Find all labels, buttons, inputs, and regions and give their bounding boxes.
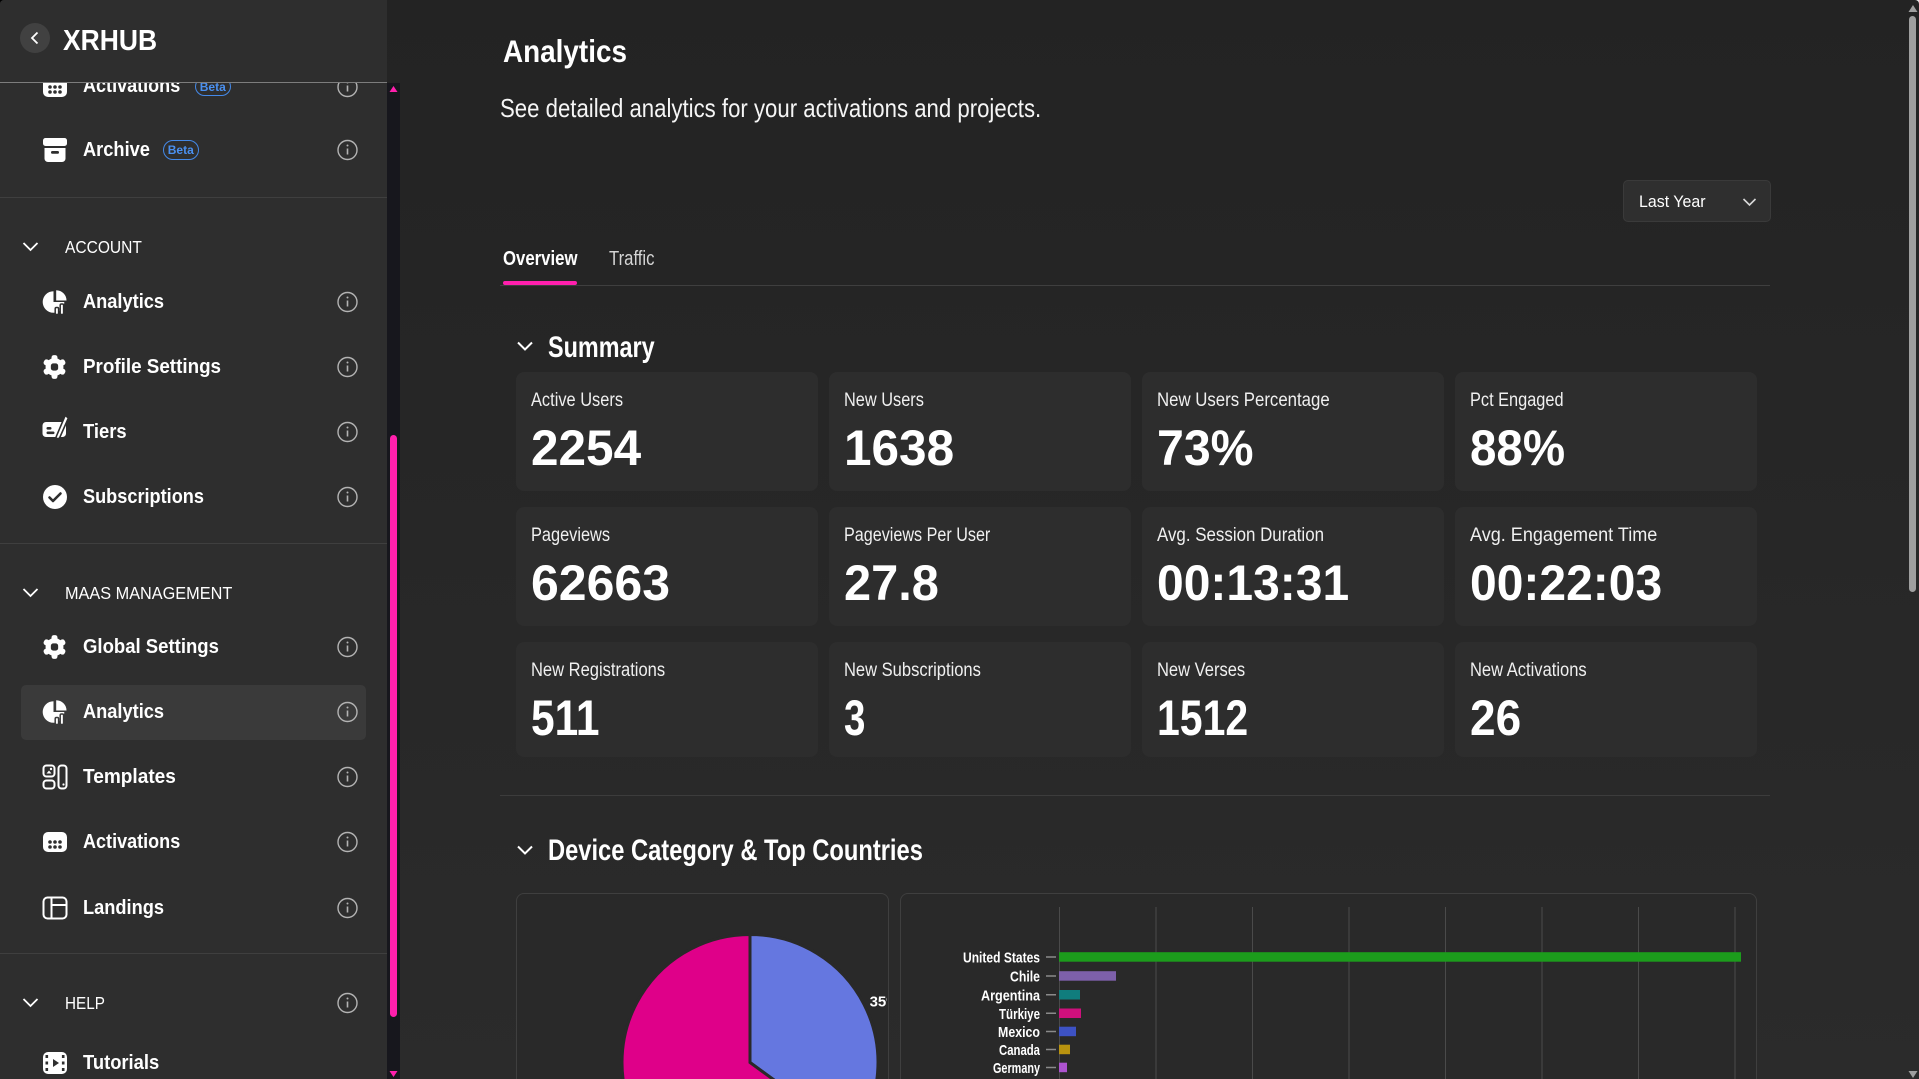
svg-text:Mexico: Mexico xyxy=(998,1024,1040,1041)
svg-text:Türkiye: Türkiye xyxy=(999,1006,1040,1023)
svg-text:35%: 35% xyxy=(870,994,887,1011)
svg-text:Chile: Chile xyxy=(1010,969,1040,986)
svg-text:Canada: Canada xyxy=(999,1042,1040,1059)
svg-text:Germany: Germany xyxy=(993,1060,1040,1077)
svg-text:United States: United States xyxy=(963,950,1040,967)
svg-text:Argentina: Argentina xyxy=(981,987,1041,1004)
